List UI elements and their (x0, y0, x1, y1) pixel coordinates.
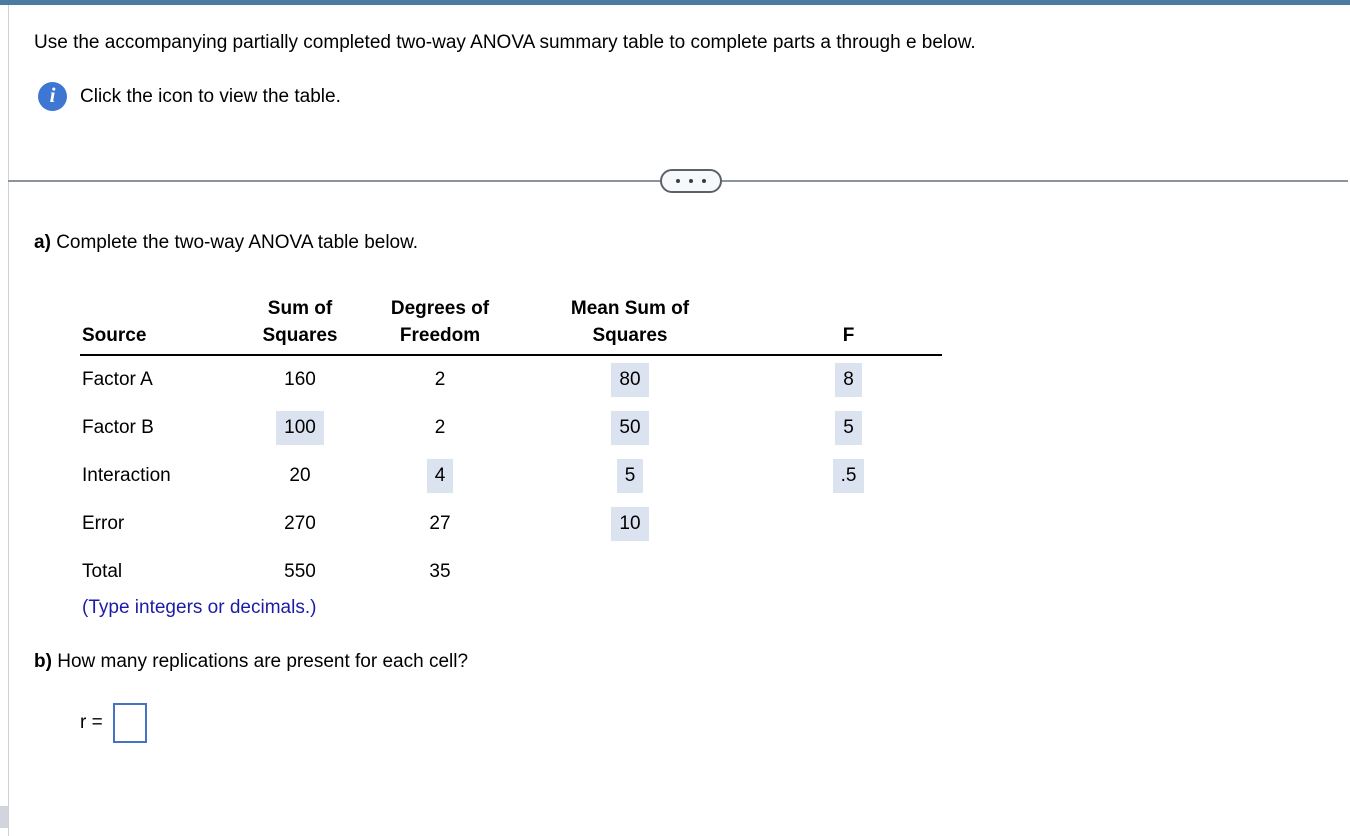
col-header-f-blank (755, 290, 942, 320)
cell-interaction-df: 4 (375, 452, 505, 500)
answer-field-error-mss[interactable]: 10 (611, 507, 649, 541)
static-value: 550 (284, 561, 316, 582)
question-panel: Use the accompanying partially completed… (8, 32, 1350, 743)
r-answer-row: r = (80, 703, 1350, 743)
col-header-df-line2: Freedom (399, 325, 481, 346)
top-accent-bar (0, 0, 1350, 5)
cell-total-f (755, 548, 942, 596)
col-header-source: Source (82, 325, 147, 346)
answer-field-interaction-f[interactable]: .5 (832, 459, 865, 493)
col-header-ss-line1: Sum of (267, 298, 333, 319)
answer-field-factor-b-f[interactable]: 5 (835, 411, 862, 445)
static-value: 20 (289, 465, 311, 486)
ellipsis-dot (676, 179, 680, 183)
info-icon-glyph: i (49, 83, 56, 107)
anova-table: Sum of Degrees of Mean Sum of Source Squ… (80, 290, 942, 596)
answer-field-factor-a-f[interactable]: 8 (835, 363, 862, 397)
cell-interaction-mss: 5 (505, 452, 755, 500)
part-b-label: b) (34, 651, 52, 672)
cell-error-source: Error (82, 513, 125, 534)
cell-factor-a-ss: 160 (225, 356, 375, 404)
col-header-f: F (842, 325, 855, 346)
cell-interaction-ss: 20 (225, 452, 375, 500)
expand-collapse-button[interactable] (660, 169, 722, 193)
cell-factor-a-f: 8 (755, 356, 942, 404)
static-value: 270 (284, 513, 316, 534)
ellipsis-dot (702, 179, 706, 183)
r-label: r = (80, 712, 103, 733)
table-header-rule (80, 354, 942, 356)
part-a-text: Complete the two-way ANOVA table below. (56, 232, 419, 253)
cell-factor-b-df: 2 (375, 404, 505, 452)
cell-factor-b-f: 5 (755, 404, 942, 452)
ellipsis-dot (689, 179, 693, 183)
col-header-blank (80, 290, 225, 320)
cell-total-source: Total (82, 561, 123, 582)
info-icon[interactable]: i (38, 82, 67, 111)
cell-factor-a-mss: 80 (505, 356, 755, 404)
info-instruction: Click the icon to view the table. (80, 85, 341, 107)
answer-field-factor-a-mss[interactable]: 80 (611, 363, 649, 397)
cell-total-ss: 550 (225, 548, 375, 596)
cell-total-mss (505, 548, 755, 596)
part-a-heading: a) Complete the two-way ANOVA table belo… (34, 232, 1350, 254)
cell-factor-b-mss: 50 (505, 404, 755, 452)
static-value: 27 (429, 513, 451, 534)
cell-error-ss: 270 (225, 500, 375, 548)
info-row: i Click the icon to view the table. (38, 82, 1350, 111)
type-hint: (Type integers or decimals.) (82, 597, 317, 618)
r-input[interactable] (112, 703, 147, 743)
col-header-mss-line1: Mean Sum of (570, 298, 690, 319)
question-prompt: Use the accompanying partially completed… (34, 32, 976, 53)
section-divider (8, 169, 1348, 193)
cell-interaction-source: Interaction (82, 465, 171, 486)
col-header-df-line1: Degrees of (390, 298, 490, 319)
cell-error-df: 27 (375, 500, 505, 548)
part-a-label: a) (34, 232, 51, 253)
static-value: 2 (434, 369, 446, 390)
col-header-mss-line2: Squares (592, 325, 668, 346)
answer-field-interaction-mss[interactable]: 5 (616, 459, 644, 493)
static-value: 35 (429, 561, 451, 582)
cell-interaction-f: .5 (755, 452, 942, 500)
static-value: 2 (434, 417, 446, 438)
cell-error-f (755, 500, 942, 548)
cell-factor-a-source: Factor A (82, 369, 153, 390)
answer-field-factor-b-mss[interactable]: 50 (611, 411, 649, 445)
cell-factor-b-source: Factor B (82, 417, 154, 438)
cell-factor-a-df: 2 (375, 356, 505, 404)
panel-left-border (8, 5, 9, 836)
part-b-heading: b) How many replications are present for… (34, 651, 1350, 673)
col-header-ss-line2: Squares (262, 325, 338, 346)
static-value: 160 (284, 369, 316, 390)
cell-total-df: 35 (375, 548, 505, 596)
answer-field-factor-b-ss[interactable]: 100 (276, 411, 324, 445)
left-scroll-strip (0, 806, 8, 828)
answer-field-interaction-df[interactable]: 4 (426, 459, 454, 493)
part-b-text: How many replications are present for ea… (57, 651, 469, 672)
cell-factor-b-ss: 100 (225, 404, 375, 452)
cell-error-mss: 10 (505, 500, 755, 548)
